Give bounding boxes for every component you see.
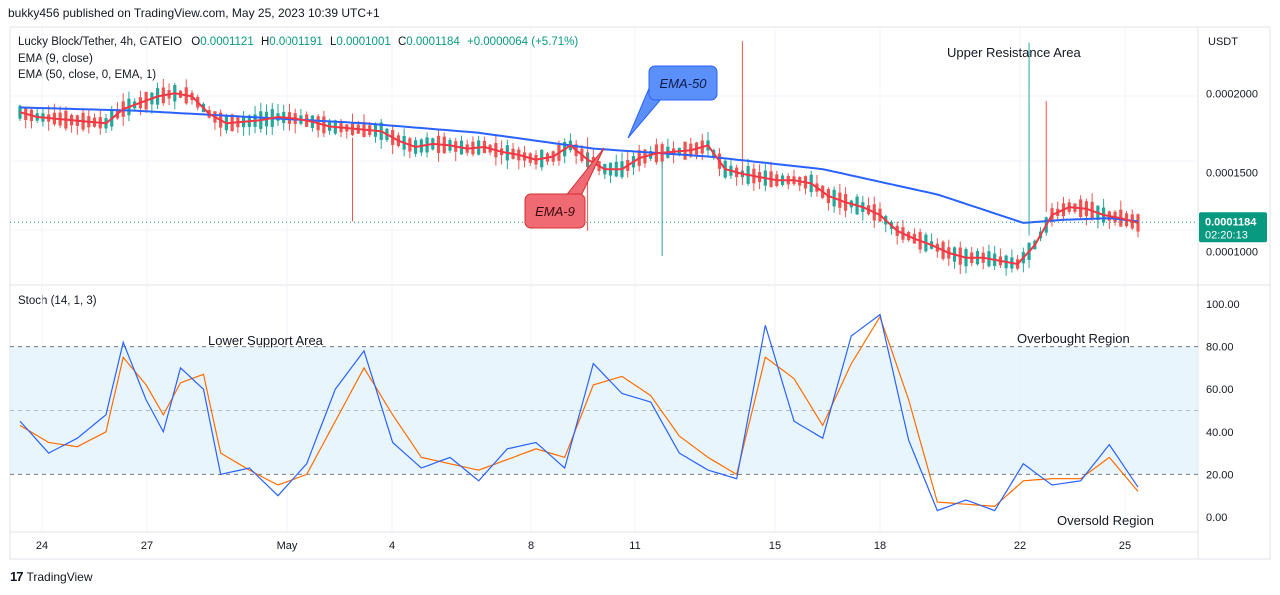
stoch-tick-label: 80.00 (1206, 342, 1234, 354)
time-tick-label: 4 (389, 540, 395, 552)
close-value: 0.0001184 (406, 36, 460, 48)
ema9-line (19, 92, 1139, 266)
ema9-callout: EMA-9 (524, 147, 605, 229)
stoch-tick-label: 0.00 (1206, 512, 1227, 524)
change-value: +0.0000064 (+5.71%) (466, 36, 579, 48)
low-label: L (329, 36, 337, 48)
stoch-tick-label: 20.00 (1206, 469, 1234, 481)
high-value: 0.0001191 (269, 36, 323, 48)
symbol-legend: Lucky Block/Tether, 4h, GATEIO O0.000112… (18, 36, 578, 48)
lower-support-label: Lower Support Area (208, 333, 324, 348)
tradingview-brand: TradingView (26, 569, 93, 584)
ema50-callout: EMA-50 (627, 65, 718, 139)
high-label: H (260, 36, 270, 48)
tradingview-logo-icon: 17 (10, 569, 24, 584)
last-price-value: 0.0001184 (1205, 216, 1257, 228)
stoch-legend: Stoch (14, 1, 3) (18, 295, 97, 307)
last-price-badge (1199, 212, 1267, 243)
ema9-callout-text: EMA-9 (535, 204, 575, 219)
currency-label: USDT (1208, 36, 1238, 48)
time-tick-label: May (277, 540, 298, 552)
time-tick-label: 25 (1119, 540, 1131, 552)
time-tick-label: 8 (528, 540, 534, 552)
stoch-tick-label: 40.00 (1206, 427, 1234, 439)
price-tick-label: 0.0002000 (1206, 88, 1258, 100)
open-value: 0.0001121 (200, 36, 254, 48)
time-tick-label: 22 (1014, 540, 1026, 552)
stoch-d-line (19, 315, 1139, 508)
time-tick-label: 18 (874, 540, 886, 552)
tradingview-footer[interactable]: 17 TradingView (10, 569, 93, 584)
low-value: 0.0001001 (336, 36, 391, 48)
price-tick-label: 0.0001000 (1206, 246, 1258, 258)
price-tick-label: 0.0001500 (1206, 167, 1258, 179)
time-tick-label: 11 (629, 540, 640, 552)
time-tick-label: 15 (769, 540, 781, 552)
price-axis-ticks: 0.0002000 0.0001500 0.0001000 (1206, 88, 1258, 258)
oversold-label: Oversold Region (1057, 513, 1154, 528)
stoch-tick-label: 100.00 (1206, 299, 1240, 311)
close-label: C (397, 36, 407, 48)
stoch-axis-ticks: 100.00 80.00 60.00 40.00 20.00 0.00 (1206, 299, 1240, 524)
ema50-callout-text: EMA-50 (660, 76, 708, 91)
overbought-label: Overbought Region (1017, 331, 1130, 346)
upper-resistance-label: Upper Resistance Area (947, 45, 1081, 60)
time-axis-ticks: 24 27 May 4 8 11 15 18 22 25 (36, 540, 1131, 552)
bar-countdown: 02:20:13 (1205, 229, 1248, 241)
candle-body (1136, 214, 1140, 232)
chart-frame (9, 26, 1271, 560)
time-tick-label: 27 (141, 540, 153, 552)
ema9-legend: EMA (9, close) (18, 53, 93, 65)
time-tick-label: 24 (36, 540, 48, 552)
stoch-tick-label: 60.00 (1206, 384, 1234, 396)
symbol-name: Lucky Block/Tether, 4h, GATEIO (18, 36, 183, 48)
ema50-legend: EMA (50, close, 0, EMA, 1) (18, 69, 157, 81)
open-label: O (191, 36, 201, 48)
candles (18, 41, 1140, 276)
publisher-header: bukky456 published on TradingView.com, M… (8, 6, 380, 20)
stoch-k-line (19, 313, 1139, 512)
ema50-line (19, 106, 1139, 224)
